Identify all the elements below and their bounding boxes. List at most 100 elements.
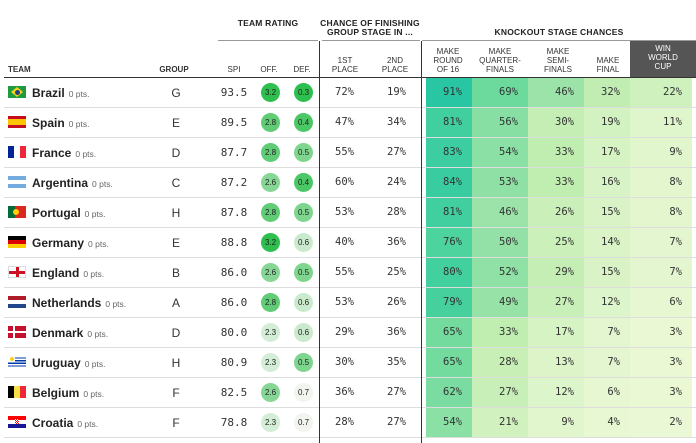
col-win-world-cup: WIN WORLD CUP <box>630 41 696 77</box>
col-second-place: 2ND PLACE <box>374 56 416 74</box>
sf-chance-cell: 33% <box>528 138 584 167</box>
r16-chance-cell: 83% <box>426 138 472 167</box>
qf-chance-cell: 33% <box>472 318 528 347</box>
spain-flag-icon <box>8 116 26 128</box>
team-name: Belgium 0 pts. <box>32 386 104 400</box>
r16-chance-cell: 76% <box>426 228 472 257</box>
col-r16-line-1: MAKE <box>436 47 460 56</box>
col-win-line-1: WIN <box>655 44 671 53</box>
col-sf-line-1: MAKE <box>546 47 570 56</box>
win-chance-cell: 7% <box>630 228 692 257</box>
team-name: France 0 pts. <box>32 146 96 160</box>
first-place-chance: 40% <box>335 236 354 248</box>
team-group: D <box>171 146 181 160</box>
first-place-chance: 53% <box>335 296 354 308</box>
team-group: F <box>172 416 180 430</box>
r16-chance-cell: 81% <box>426 198 472 227</box>
qf-chance-cell: 27% <box>472 378 528 407</box>
team-spi: 87.8 <box>220 206 248 219</box>
col-r16-line-3: OF 16 <box>436 65 460 74</box>
r16-chance-cell: 91% <box>426 78 472 107</box>
sf-chance-cell: 29% <box>528 258 584 287</box>
col-first-line-1: 1ST <box>337 56 353 65</box>
first-place-chance: 30% <box>335 356 354 368</box>
defense-rating-badge: 0.7 <box>294 383 313 402</box>
final-chance-cell: 32% <box>584 78 630 107</box>
team-points: 0 pts. <box>83 389 105 399</box>
team-points: 0 pts. <box>105 299 127 309</box>
knockout-group-label: KNOCKOUT STAGE CHANCES <box>494 27 624 37</box>
team-name-text: Belgium <box>32 386 80 400</box>
col-first-line-2: PLACE <box>331 65 359 74</box>
team-group: C <box>171 176 181 190</box>
col-sf-line-2: SEMI- <box>546 56 570 65</box>
qf-chance-cell: 28% <box>472 348 528 377</box>
team-name-text: Germany <box>32 236 85 250</box>
team-group: D <box>171 326 181 340</box>
col-final-line-1: MAKE <box>596 56 620 65</box>
col-final: MAKE FINAL <box>588 56 628 74</box>
offense-rating-badge: 2.3 <box>261 413 280 432</box>
sf-chance-cell: 9% <box>528 408 584 437</box>
r16-chance-cell: 54% <box>426 408 472 437</box>
team-name: Uruguay 0 pts. <box>32 356 105 370</box>
final-chance-cell: 12% <box>584 288 630 317</box>
first-place-chance: 55% <box>335 146 354 158</box>
col-group: GROUP <box>159 65 189 74</box>
col-team: TEAM <box>8 65 31 74</box>
defense-rating-badge: 0.4 <box>294 113 313 132</box>
second-place-chance: 35% <box>387 356 406 368</box>
team-spi: 89.5 <box>220 116 248 129</box>
team-spi: 88.8 <box>220 236 248 249</box>
second-place-chance: 26% <box>387 296 406 308</box>
first-place-chance: 36% <box>335 386 354 398</box>
team-spi: 80.0 <box>220 326 248 339</box>
team-points: 0 pts. <box>68 119 90 129</box>
second-place-chance: 27% <box>387 146 406 158</box>
second-place-chance: 19% <box>387 86 406 98</box>
table-row: England 0 pts. B 86.0 2.6 0.5 55% 25% 80% 52% 29% 1… <box>4 258 696 288</box>
team-points: 0 pts. <box>84 209 106 219</box>
win-chance-cell: 3% <box>630 318 692 347</box>
second-place-chance: 25% <box>387 266 406 278</box>
r16-chance-cell: 65% <box>426 348 472 377</box>
second-place-chance: 27% <box>387 386 406 398</box>
final-chance-cell: 15% <box>584 258 630 287</box>
defense-rating-badge: 0.7 <box>294 413 313 432</box>
team-name: Spain 0 pts. <box>32 116 89 130</box>
offense-rating-badge: 2.8 <box>261 143 280 162</box>
sf-chance-cell: 33% <box>528 168 584 197</box>
separator-chance-knockout <box>421 41 422 443</box>
table-row: Portugal 0 pts. H 87.8 2.8 0.5 53% 28% 81% 46% 26%… <box>4 198 696 228</box>
team-name-text: Uruguay <box>32 356 81 370</box>
win-chance-cell: 11% <box>630 108 692 137</box>
defense-rating-badge: 0.5 <box>294 143 313 162</box>
final-chance-cell: 14% <box>584 228 630 257</box>
team-name: Portugal 0 pts. <box>32 206 105 220</box>
table-row: Uruguay 0 pts. H 80.9 2.3 0.5 30% 35% 65% 28% 13% 7… <box>4 348 696 378</box>
offense-rating-badge: 2.6 <box>261 173 280 192</box>
final-chance-cell: 7% <box>584 318 630 347</box>
second-place-chance: 36% <box>387 326 406 338</box>
r16-chance-cell: 84% <box>426 168 472 197</box>
netherlands-flag-icon <box>8 296 26 308</box>
england-flag-icon <box>8 266 26 278</box>
team-name: Germany 0 pts. <box>32 236 109 250</box>
table-row: Germany 0 pts. E 88.8 3.2 0.6 40% 36% 76% 50% 25% 1… <box>4 228 696 258</box>
team-name-text: Portugal <box>32 206 81 220</box>
defense-rating-badge: 0.6 <box>294 323 313 342</box>
sf-chance-cell: 27% <box>528 288 584 317</box>
col-off: OFF. <box>260 65 278 74</box>
team-points: 0 pts. <box>75 149 97 159</box>
offense-rating-badge: 2.8 <box>261 293 280 312</box>
second-place-chance: 27% <box>387 416 406 428</box>
team-name-text: England <box>32 266 80 280</box>
col-semifinals: MAKE SEMI- FINALS <box>532 47 584 74</box>
team-name: Croatia 0 pts. <box>32 416 98 430</box>
win-chance-cell: 2% <box>630 408 692 437</box>
team-spi: 78.8 <box>220 416 248 429</box>
final-chance-cell: 7% <box>584 348 630 377</box>
team-name-text: Brazil <box>32 86 65 100</box>
belgium-flag-icon <box>8 386 26 398</box>
win-chance-cell: 3% <box>630 348 692 377</box>
